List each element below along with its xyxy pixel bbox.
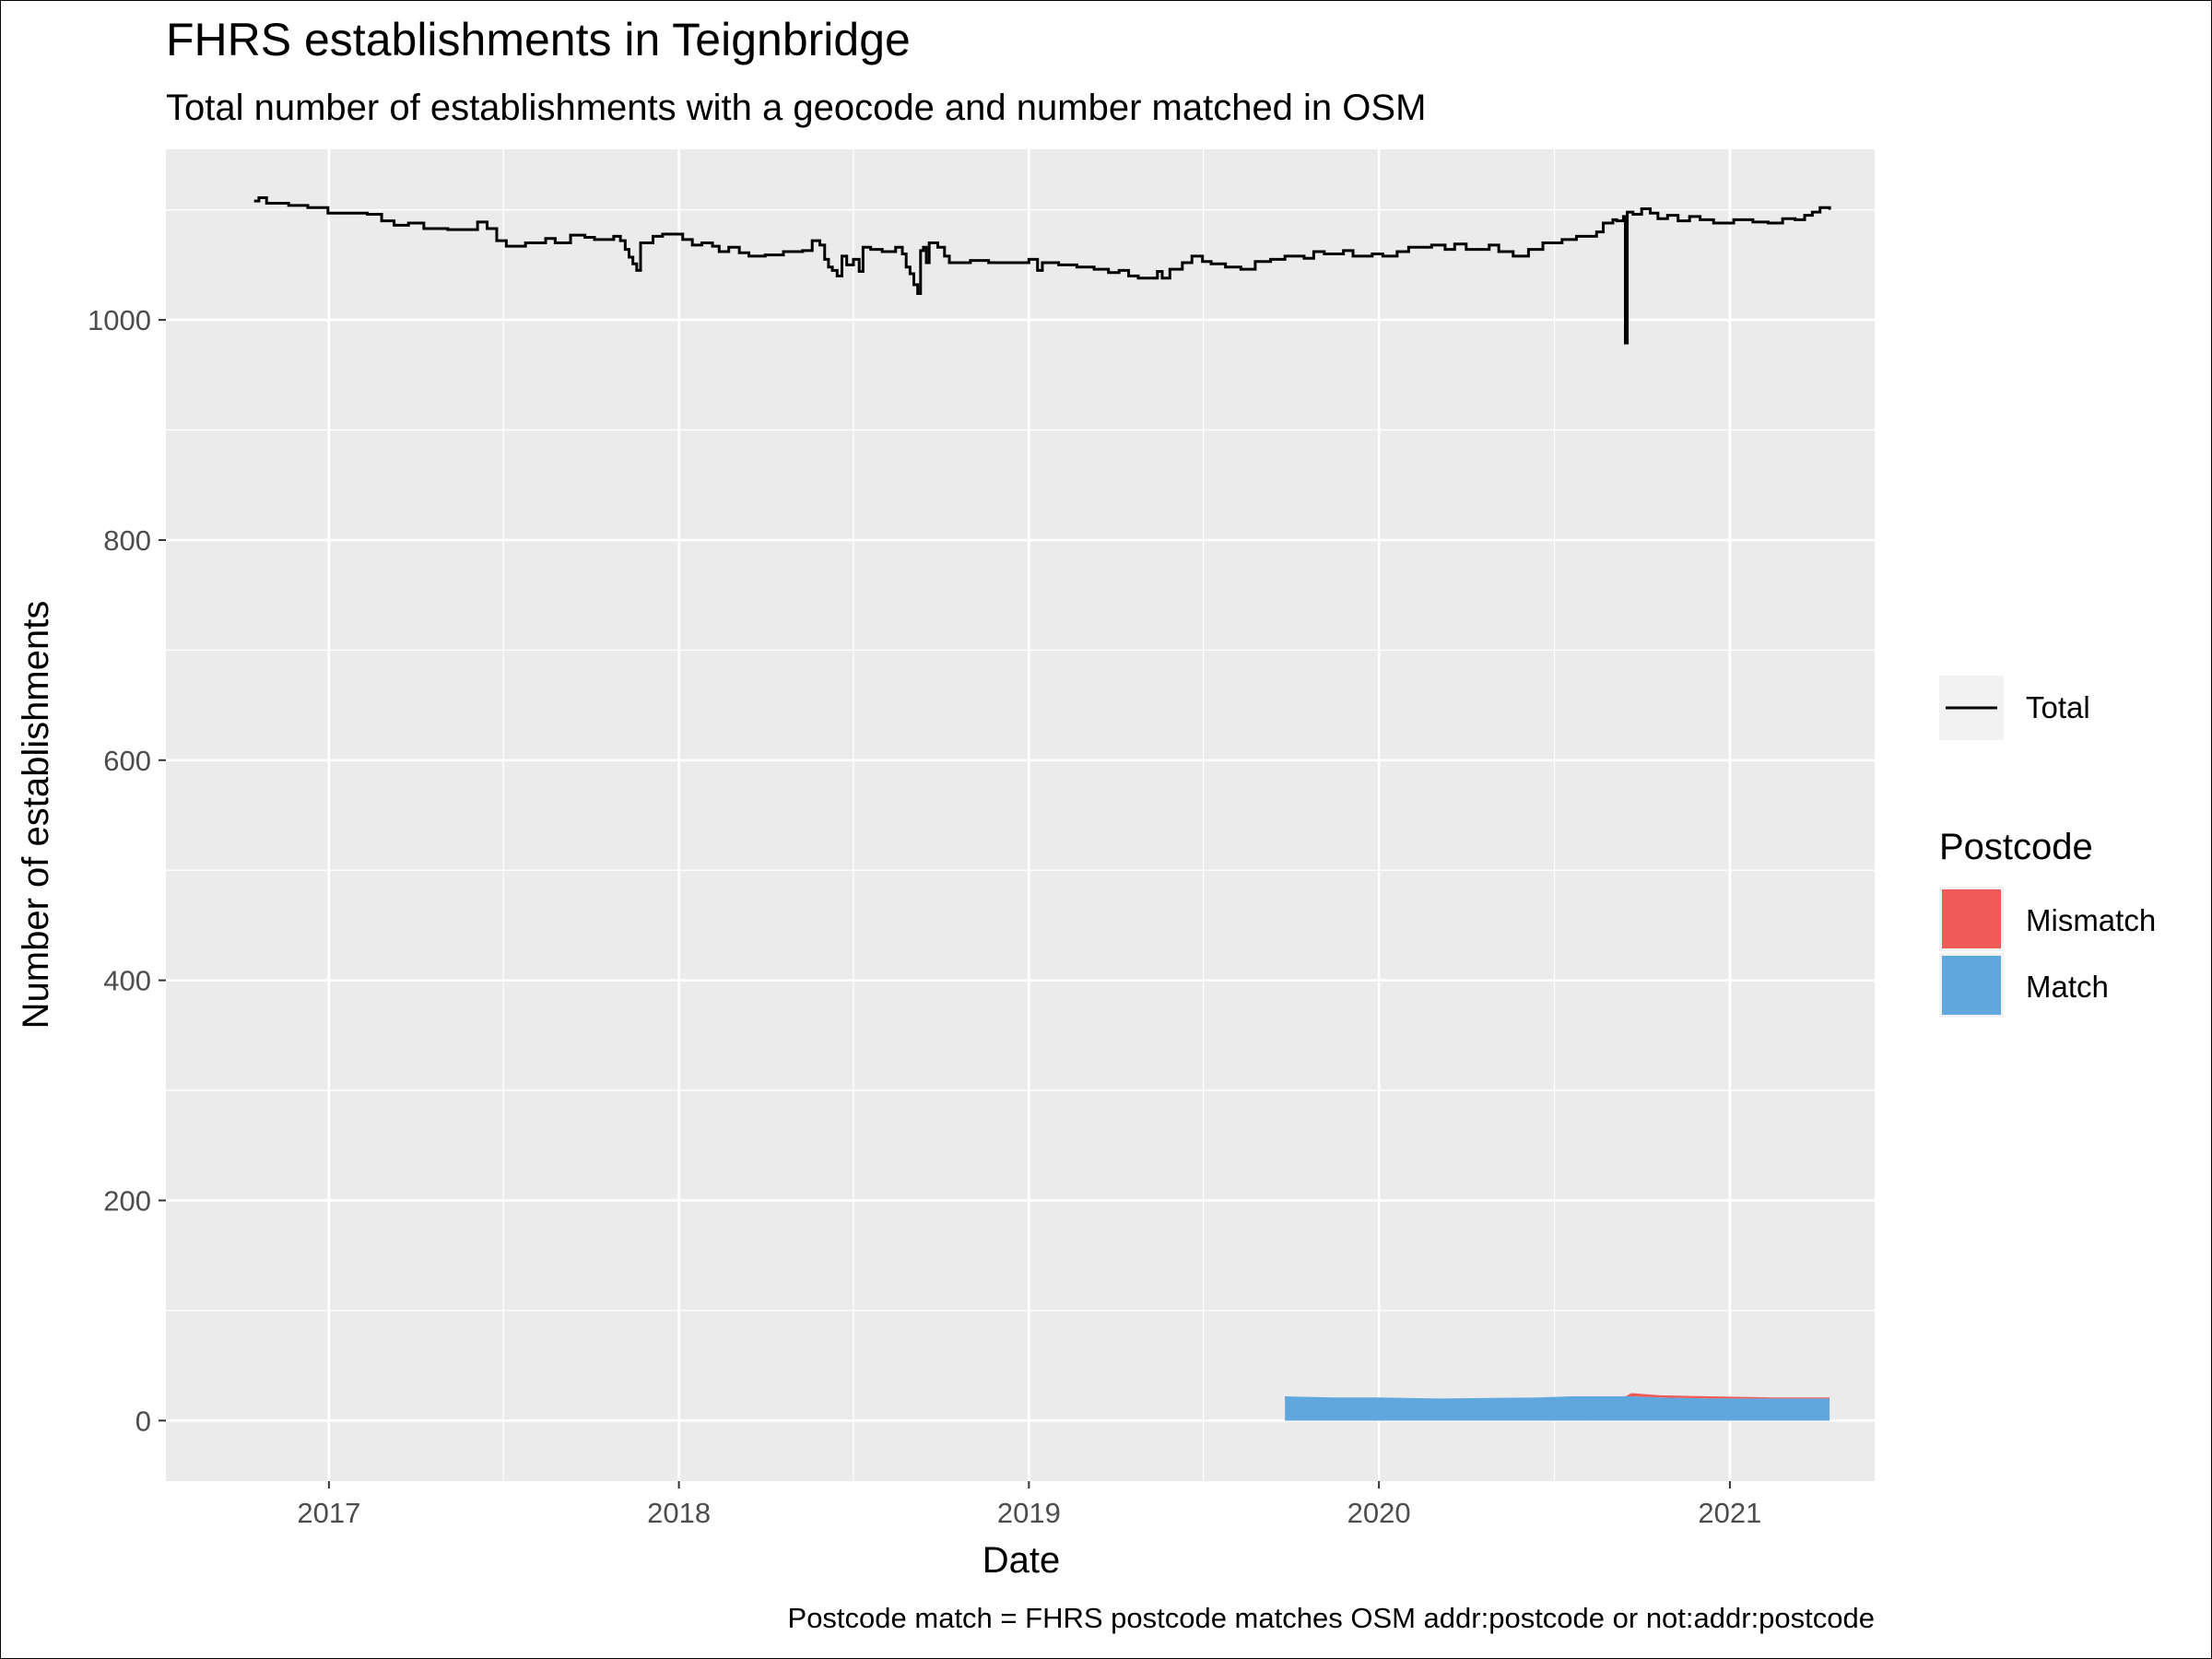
postcode-areas [1285,1393,1830,1421]
chart-caption: Postcode match = FHRS postcode matches O… [788,1602,1875,1634]
y-tick-label: 400 [103,965,151,997]
plot-panel [166,149,1875,1481]
y-tick-label: 200 [103,1184,151,1217]
y-tick-label: 800 [103,524,151,557]
y-tick-label: 600 [103,745,151,777]
x-tick-label: 2018 [647,1497,711,1529]
legend-postcode: Postcode Mismatch Match [1939,827,2156,1018]
minor-gridlines [166,149,1875,1481]
match-area [1285,1396,1830,1421]
x-tick-label: 2017 [297,1497,360,1529]
legend-mismatch-label: Mismatch [2026,903,2156,937]
total-line [253,196,1831,345]
legend-match-label: Match [2026,970,2109,1004]
legend-total: Total [1939,676,2090,740]
y-tick-label: 0 [135,1405,151,1437]
legend-match-swatch [1942,956,2001,1015]
x-tick-label: 2019 [997,1497,1061,1529]
x-axis: 2017 2018 2019 2020 2021 [297,1481,1761,1529]
total-line-layer [253,196,1831,345]
legend-total-label: Total [2026,690,2090,724]
chart-title: FHRS establishments in Teignbridge [166,14,911,65]
x-axis-title: Date [982,1540,1061,1581]
y-axis-title: Number of establishments [16,601,56,1030]
x-tick-label: 2021 [1698,1497,1761,1529]
x-tick-label: 2020 [1347,1497,1411,1529]
y-axis: 0 200 400 600 800 1000 [88,304,166,1437]
y-tick-label: 1000 [88,304,151,336]
legend-mismatch-swatch [1942,889,2001,948]
legend-postcode-title: Postcode [1939,827,2093,867]
chart-subtitle: Total number of establishments with a ge… [166,88,1426,128]
major-gridlines [166,149,1875,1481]
